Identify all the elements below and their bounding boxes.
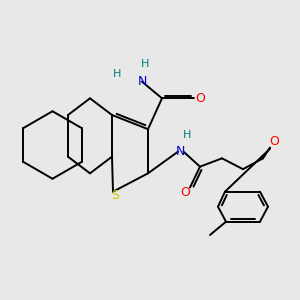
Text: H: H	[113, 69, 122, 79]
Text: N: N	[176, 145, 185, 158]
Text: O: O	[269, 135, 279, 148]
Text: N: N	[137, 75, 147, 88]
Text: H: H	[183, 130, 192, 140]
Text: O: O	[195, 92, 205, 105]
Text: O: O	[180, 186, 190, 199]
Text: S: S	[111, 189, 119, 202]
Text: H: H	[141, 59, 150, 69]
